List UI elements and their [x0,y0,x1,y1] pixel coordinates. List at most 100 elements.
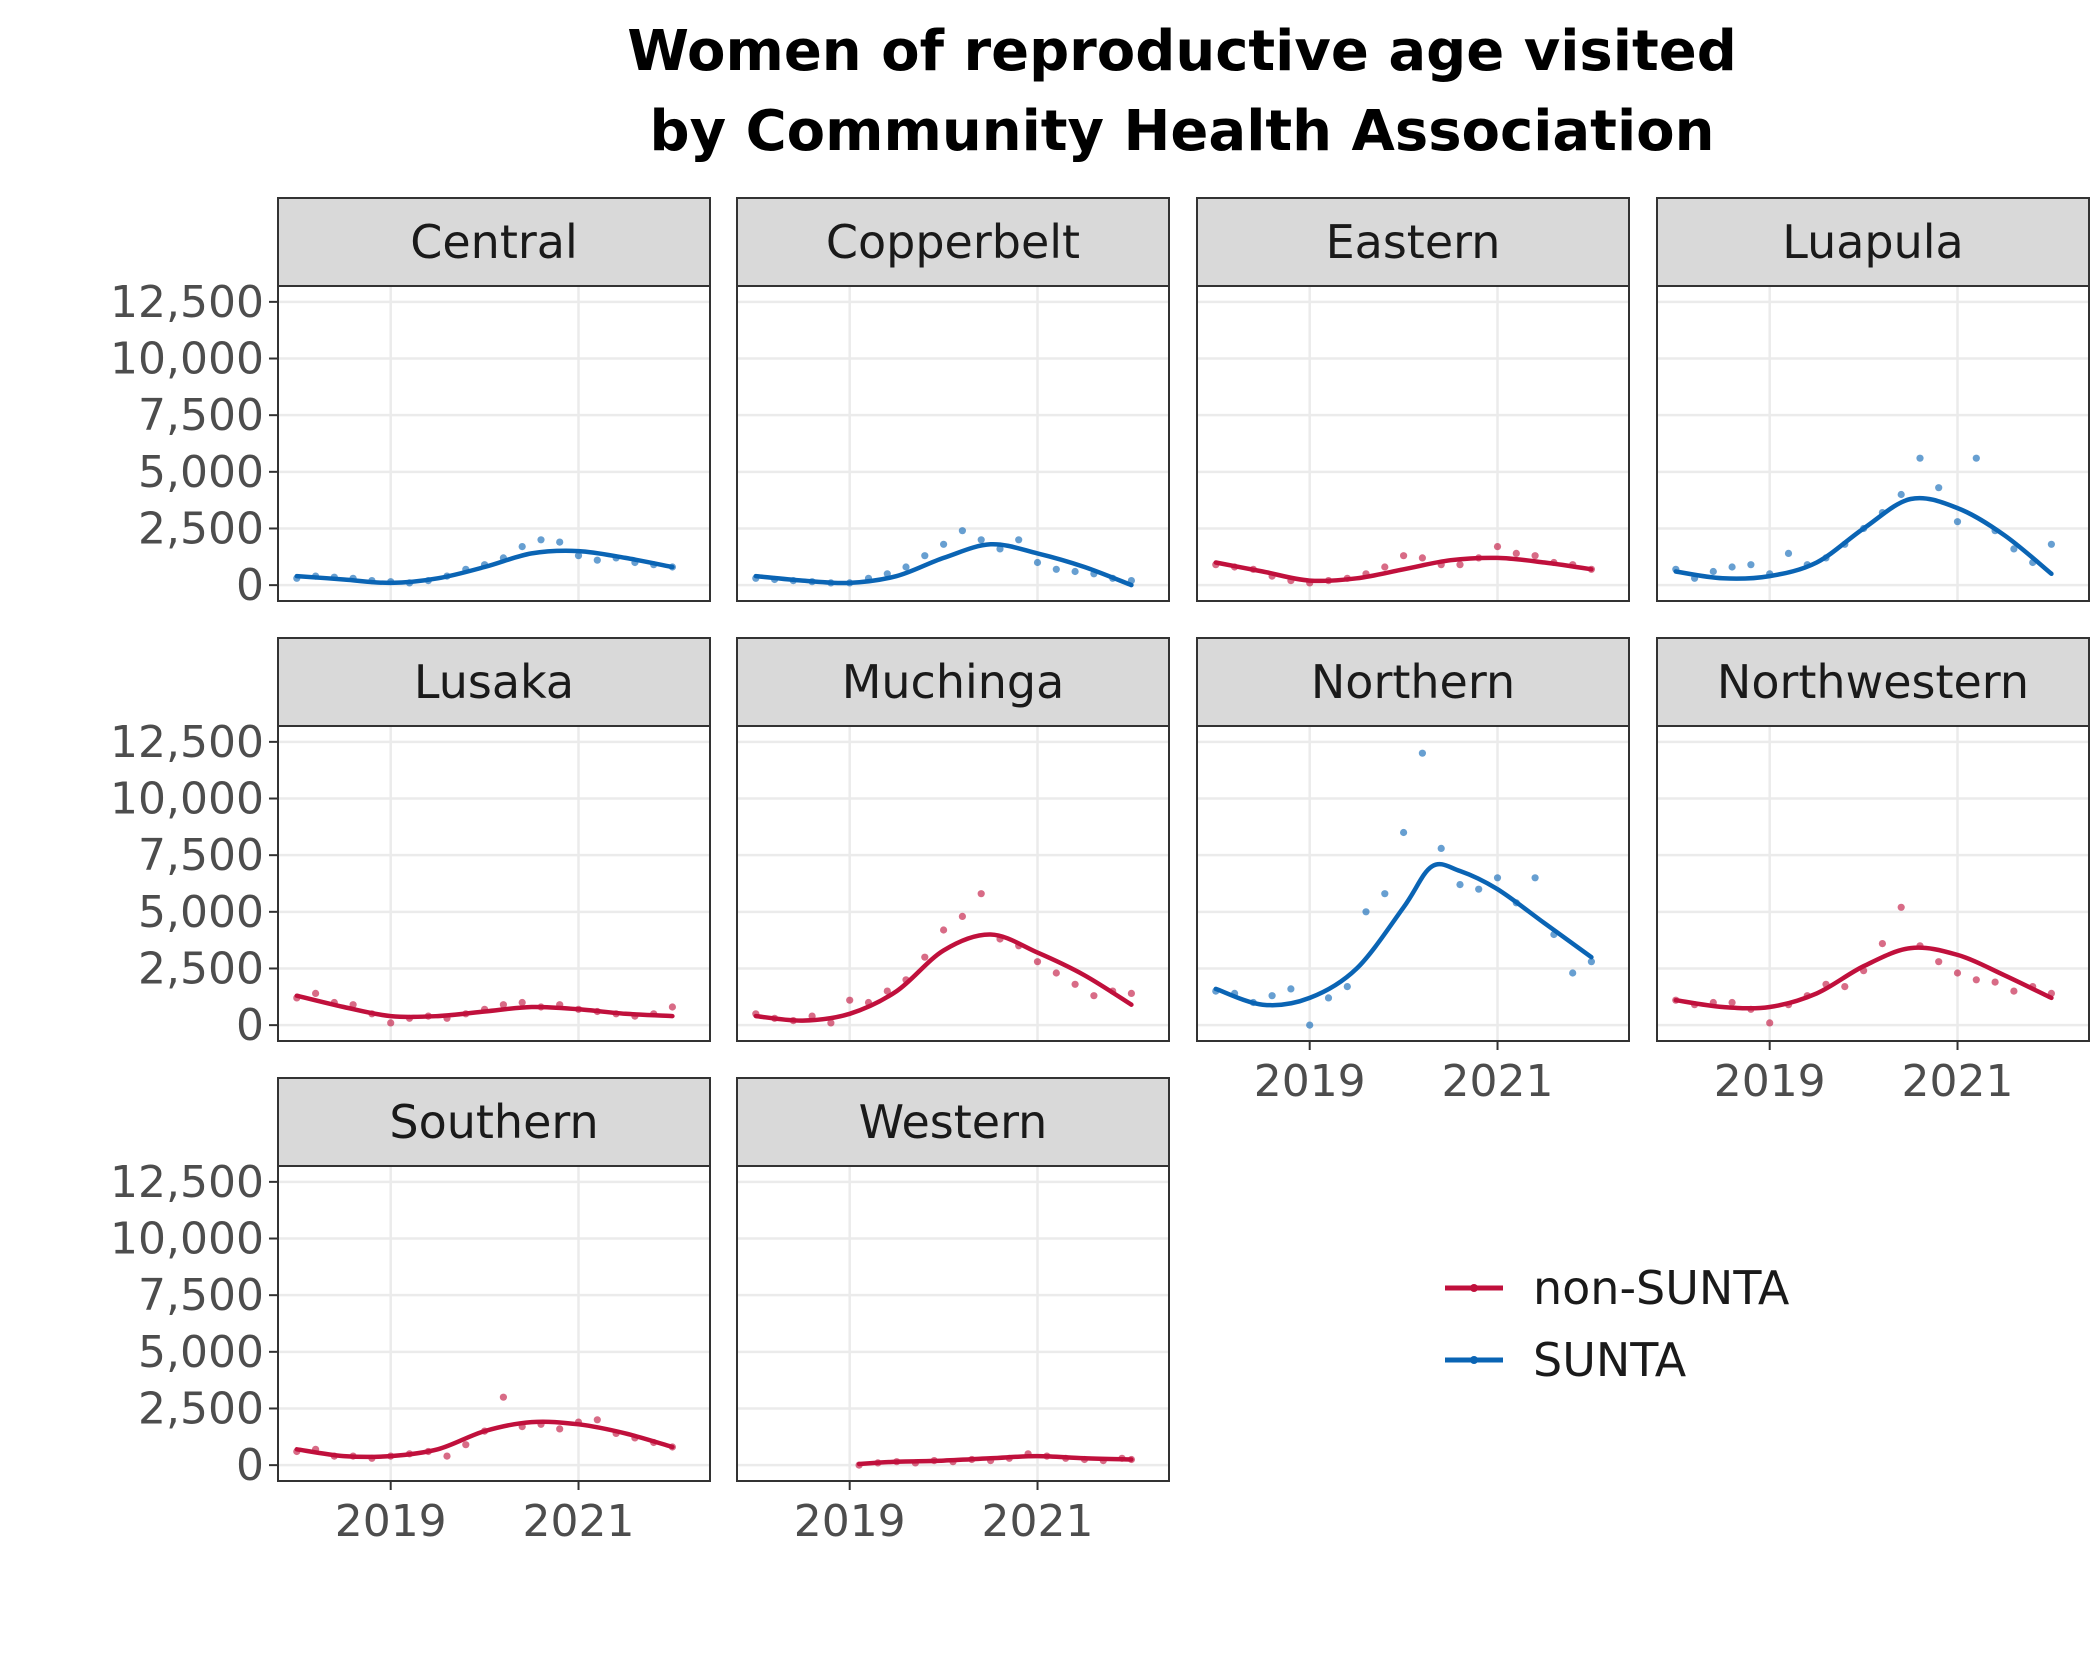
x-tick-label-western-0: 2019 [794,1496,906,1547]
y-tick-label-central-1: 2,500 [138,503,264,554]
chart-title-line-2: by Community Health Association [650,99,1715,164]
smooth-line-luapula [1673,495,2054,581]
data-point-eastern-11 [1418,554,1426,562]
data-point-luapula-2 [1709,567,1717,576]
data-point-central-15 [574,552,583,560]
data-point-muchinga-16 [1052,969,1060,977]
data-point-lusaka-20 [668,1003,677,1011]
data-point-northwestern-15 [1953,969,1962,977]
facet-strip-label-eastern: Eastern [1326,215,1501,269]
panel-background-southern [278,1166,710,1481]
facet-strip-southern [277,1077,711,1167]
data-point-northern-3 [1268,992,1276,1000]
data-point-northwestern-11 [1878,940,1886,948]
panel-border-copperbelt [736,285,1170,602]
y-tick-label-southern-2: 5,000 [138,1327,264,1378]
data-point-muchinga-17 [1071,980,1079,988]
data-point-northwestern-17 [1991,978,1999,986]
x-tick-label-northern-0: 2019 [1254,1056,1366,1107]
data-point-copperbelt-15 [1033,558,1042,567]
x-tick-label-northwestern-0: 2019 [1714,1056,1826,1107]
data-point-eastern-9 [1381,563,1389,571]
y-tick-label-central-2: 5,000 [138,447,264,498]
facet-strip-eastern [1196,197,1630,287]
data-point-northern-5 [1306,1021,1314,1029]
data-point-muchinga-12 [977,890,985,898]
data-point-eastern-10 [1400,552,1408,560]
y-tick-label-southern-0: 0 [236,1440,264,1491]
facet-strip-label-northern: Northern [1311,655,1515,709]
data-point-copperbelt-16 [1052,565,1060,573]
data-point-copperbelt-12 [977,536,985,544]
data-point-copperbelt-17 [1071,567,1079,576]
panel-border-western [736,1165,1170,1482]
y-tick-label-central-4: 10,000 [110,334,264,385]
y-tick-label-lusaka-2: 5,000 [138,887,264,938]
y-tick-label-central-3: 7,500 [138,390,264,441]
data-point-northwestern-9 [1841,983,1849,991]
data-point-northern-4 [1287,985,1295,993]
smooth-line-southern [294,1419,675,1460]
facet-luapula: Luapula [1656,197,2090,602]
data-point-copperbelt-9 [921,552,929,560]
panel-background-lusaka [278,726,710,1041]
data-point-luapula-13 [1916,454,1924,462]
y-tick-label-lusaka-0: 0 [236,1000,264,1051]
data-point-southern-11 [499,1393,507,1401]
x-tick-label-southern-0: 2019 [335,1496,447,1547]
facet-strip-label-lusaka: Lusaka [414,655,574,709]
y-tick-label-lusaka-3: 7,500 [138,830,264,881]
data-point-northern-17 [1531,874,1539,882]
data-point-luapula-20 [2047,540,2055,548]
legend-label-sunta: SUNTA [1533,1333,1687,1387]
data-point-muchinga-10 [940,926,948,934]
legend-key-point-sunta [1470,1356,1478,1364]
data-point-luapula-16 [1972,454,1980,462]
data-point-muchinga-11 [958,912,967,921]
panel-background-western [737,1166,1169,1481]
data-point-lusaka-12 [518,998,526,1007]
x-tick-label-northern-1: 2021 [1442,1056,1554,1107]
panel-border-northwestern [1656,725,2090,1042]
facet-strip-label-northwestern: Northwestern [1717,655,2029,709]
smooth-line-lusaka [294,993,675,1020]
data-point-northern-7 [1343,983,1351,991]
facet-muchinga: Muchinga [736,637,1170,1042]
data-point-northern-8 [1362,908,1370,916]
data-point-northwestern-18 [2010,987,2018,995]
data-point-muchinga-7 [883,987,891,995]
data-point-northwestern-14 [1935,958,1943,966]
data-point-muchinga-15 [1033,958,1042,966]
data-point-lusaka-11 [499,1001,507,1009]
data-point-copperbelt-10 [940,540,948,548]
facet-strip-western [736,1077,1170,1167]
smooth-line-western [856,1453,1134,1467]
data-point-luapula-15 [1953,518,1962,526]
x-tick-label-western-1: 2021 [982,1496,1094,1547]
x-tick-label-northwestern-1: 2021 [1902,1056,2014,1107]
data-point-luapula-14 [1935,484,1943,492]
smooth-line-muchinga [753,932,1134,1023]
facet-strip-label-western: Western [859,1095,1048,1149]
data-point-central-12 [518,543,526,551]
facet-northwestern: Northwestern 2019 2021 [1656,637,2090,1107]
facet-strip-northern [1196,637,1630,727]
facet-strip-label-central: Central [410,215,578,269]
facet-strip-label-copperbelt: Copperbelt [826,215,1080,269]
data-point-southern-8 [443,1452,451,1460]
facet-strip-copperbelt [736,197,1170,287]
y-tick-label-central-0: 0 [236,560,264,611]
data-point-luapula-3 [1728,563,1736,571]
data-point-southern-16 [593,1416,601,1424]
facet-strip-muchinga [736,637,1170,727]
data-point-northern-19 [1569,969,1577,977]
legend: non-SUNTA SUNTA [1445,1261,1790,1387]
data-point-eastern-17 [1531,552,1539,560]
facet-strip-label-southern: Southern [389,1095,598,1149]
panel-background-copperbelt [737,286,1169,601]
data-point-northern-10 [1400,828,1408,837]
data-point-muchinga-4 [827,1019,835,1027]
